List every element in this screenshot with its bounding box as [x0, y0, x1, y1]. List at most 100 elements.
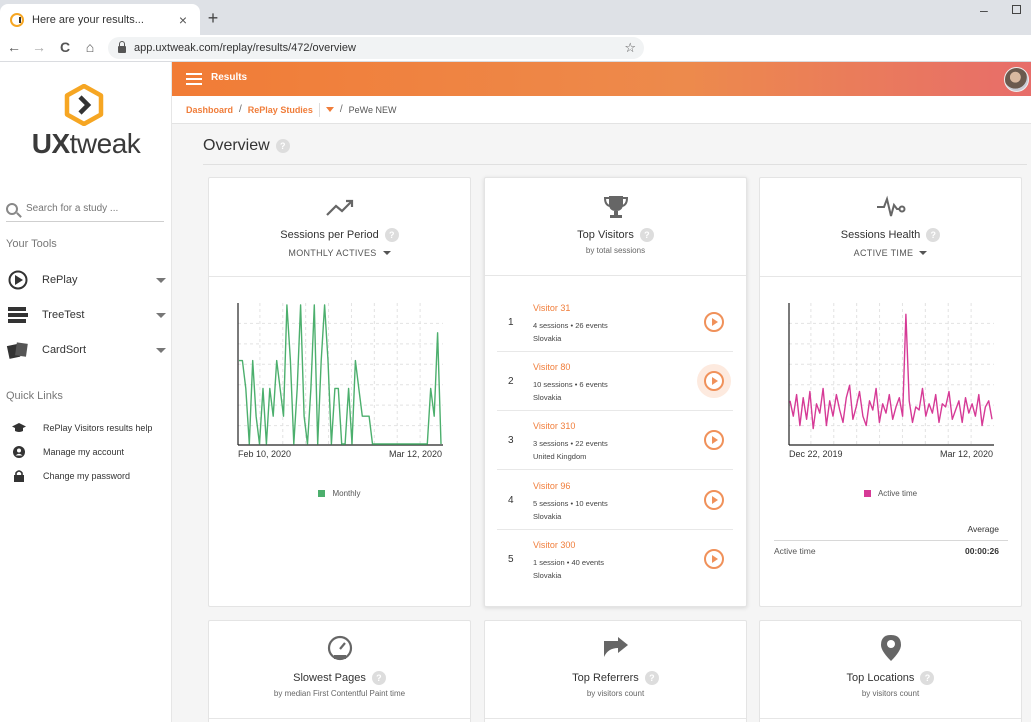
list-item[interactable]: 4 Visitor 96 5 sessions • 10 events Slov…	[497, 471, 733, 530]
help-icon[interactable]: ?	[639, 228, 654, 242]
results-header: Results	[172, 62, 1031, 96]
card-subtitle: by median First Contentful Paint time	[273, 689, 406, 698]
list-item[interactable]: 2 Visitor 80 10 sessions • 6 events Slov…	[497, 352, 733, 411]
visitor-name-link[interactable]: Visitor 96	[533, 481, 571, 491]
lock-icon	[118, 41, 126, 53]
help-icon[interactable]: ?	[371, 671, 386, 685]
help-icon[interactable]: ?	[644, 671, 659, 685]
chevron-down-icon[interactable]	[325, 107, 334, 112]
chart-series-line	[239, 304, 442, 445]
visitor-stats: 4 sessions • 26 events	[533, 321, 608, 330]
play-icon[interactable]	[704, 371, 724, 391]
forward-arrow-icon[interactable]: →	[32, 39, 46, 55]
monthly-actives-dropdown[interactable]: MONTHLY ACTIVES	[209, 248, 470, 258]
play-icon[interactable]	[704, 430, 724, 450]
lock-icon	[12, 470, 26, 482]
help-icon[interactable]: ?	[275, 139, 290, 153]
browser-tab-bar: Here are your results... × + –	[0, 0, 1031, 35]
visitor-name-link[interactable]: Visitor 300	[533, 540, 576, 550]
reload-icon[interactable]: C	[59, 39, 71, 55]
uxtweak-logo-icon[interactable]	[63, 84, 105, 126]
visitor-name-link[interactable]: Visitor 80	[533, 362, 571, 372]
play-icon[interactable]	[704, 490, 724, 510]
chart-legend[interactable]: Active time	[760, 489, 1021, 498]
maximize-window-button[interactable]	[1012, 5, 1021, 14]
minimize-window-button[interactable]: –	[980, 2, 988, 18]
card-header: Top Locations? by visitors count	[760, 621, 1021, 719]
heartbeat-pulse-icon	[876, 195, 905, 217]
top-visitors-card: Top Visitors? by total sessions 1 Visito…	[484, 177, 747, 607]
breadcrumb-replay-studies[interactable]: RePlay Studies	[247, 104, 313, 115]
sidebar-item-cardsort[interactable]: CardSort	[6, 338, 166, 362]
quick-link-label[interactable]: RePlay Visitors results help	[43, 423, 153, 433]
card-header: Top Referrers? by visitors count	[485, 621, 746, 719]
card-title: Sessions per Period?	[209, 228, 470, 242]
legend-swatch	[863, 490, 871, 497]
uxtweak-logo-text[interactable]: UXtweak	[31, 128, 141, 159]
legend-label: Monthly	[332, 489, 361, 498]
avatar[interactable]	[1004, 67, 1029, 92]
play-icon[interactable]	[704, 312, 724, 332]
chart-end-date: Mar 12, 2020	[388, 449, 442, 459]
list-item[interactable]: 1 Visitor 31 4 sessions • 26 events Slov…	[497, 293, 733, 352]
browser-tab[interactable]: Here are your results... ×	[0, 4, 200, 35]
user-circle-icon	[12, 446, 26, 458]
quick-link-label[interactable]: Change my password	[43, 471, 131, 481]
quick-link-replay-help[interactable]: RePlay Visitors results help	[12, 420, 170, 436]
quick-link-label[interactable]: Manage my account	[43, 447, 125, 457]
legend-swatch	[318, 490, 326, 497]
chevron-down-icon	[382, 251, 391, 255]
tab-close-icon[interactable]: ×	[178, 11, 188, 28]
average-row-value: 00:00:26	[964, 546, 999, 556]
help-icon[interactable]: ?	[926, 228, 941, 242]
help-icon[interactable]: ?	[920, 671, 935, 685]
card-title: Top Referrers?	[485, 671, 746, 685]
replay-play-icon	[6, 270, 30, 290]
top-referrers-card: Top Referrers? by visitors count	[484, 620, 747, 722]
study-search-input[interactable]	[26, 203, 156, 214]
sidebar-item-replay[interactable]: RePlay	[6, 268, 166, 292]
card-title: Top Visitors?	[485, 228, 746, 242]
visitor-name-link[interactable]: Visitor 31	[533, 303, 571, 313]
breadcrumb-dashboard[interactable]: Dashboard	[186, 104, 234, 115]
chevron-down-icon[interactable]	[156, 277, 166, 283]
visitor-rank: 5	[508, 554, 514, 565]
new-tab-button[interactable]: +	[207, 8, 219, 28]
active-time-dropdown[interactable]: ACTIVE TIME	[760, 248, 1021, 258]
card-title: Slowest Pages?	[209, 671, 470, 685]
back-arrow-icon[interactable]: ←	[7, 39, 21, 55]
card-title: Sessions Health?	[760, 228, 1021, 242]
card-header: Top Visitors? by total sessions	[485, 178, 746, 276]
page-title: Overview ?	[203, 137, 290, 155]
bookmark-star-icon[interactable]: ☆	[624, 40, 636, 55]
help-icon[interactable]: ?	[384, 228, 399, 242]
card-header: Sessions per Period? MONTHLY ACTIVES	[209, 178, 470, 277]
browser-address-bar: ← → C ⌂ app.uxtweak.com/replay/results/4…	[0, 35, 1031, 62]
url-field[interactable]: app.uxtweak.com/replay/results/472/overv…	[108, 37, 644, 59]
page-title-text: Overview	[203, 137, 270, 154]
quick-link-manage-account[interactable]: Manage my account	[12, 444, 170, 460]
uxtweak-favicon-icon	[10, 12, 24, 27]
sessions-per-period-card: Sessions per Period? MONTHLY ACTIVES Feb…	[208, 177, 471, 607]
breadcrumb-separator: /	[239, 104, 242, 115]
visitor-name-link[interactable]: Visitor 310	[533, 421, 576, 431]
quick-link-change-password[interactable]: Change my password	[12, 468, 170, 484]
chart-series-line	[789, 313, 993, 430]
list-item[interactable]: 3 Visitor 310 3 sessions • 22 events Uni…	[497, 411, 733, 470]
quick-links-heading: Quick Links	[6, 390, 63, 402]
play-icon[interactable]	[704, 549, 724, 569]
trophy-icon	[603, 196, 628, 218]
legend-label: Active time	[877, 489, 918, 498]
sidebar-item-label: RePlay	[42, 274, 78, 286]
home-icon[interactable]: ⌂	[85, 39, 95, 55]
study-search	[6, 196, 164, 222]
chevron-down-icon[interactable]	[156, 312, 166, 318]
chart-legend[interactable]: Monthly	[209, 489, 470, 498]
sidebar-item-treetest[interactable]: TreeTest	[6, 303, 166, 327]
menu-icon[interactable]	[186, 73, 202, 85]
sidebar-item-label: TreeTest	[42, 309, 85, 321]
tab-title: Here are your results...	[32, 13, 144, 26]
chevron-down-icon[interactable]	[156, 347, 166, 353]
card-header: Sessions Health? ACTIVE TIME	[760, 178, 1021, 277]
list-item[interactable]: 5 Visitor 300 1 session • 40 events Slov…	[497, 530, 733, 589]
